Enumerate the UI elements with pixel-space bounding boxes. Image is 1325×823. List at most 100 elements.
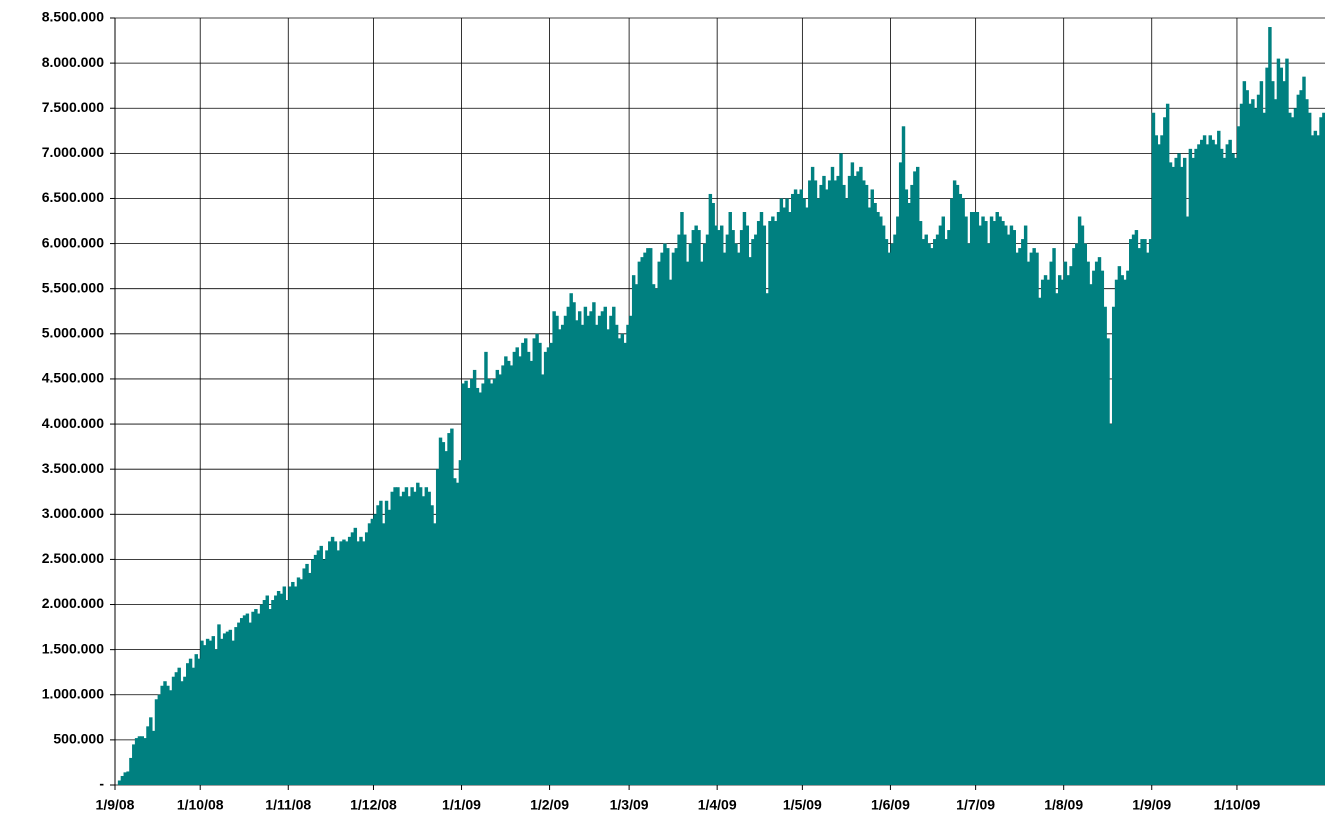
bar [478,392,483,785]
bar [1126,270,1130,785]
bar [541,374,545,785]
bar [370,518,375,785]
bar [884,239,889,785]
bar [844,198,849,785]
bar [1288,112,1292,785]
bar [879,216,883,786]
bar [421,496,426,785]
bar [827,180,832,785]
bar [1217,130,1221,785]
bar [751,239,755,785]
bar [1313,130,1318,785]
bar [1228,139,1232,786]
bar [742,212,747,786]
bar [472,369,477,785]
bar [802,198,806,785]
bar [234,627,238,785]
bar [438,437,443,785]
bar [629,315,633,785]
y-tick-label: 6.500.000 [42,189,104,205]
bar [839,153,843,786]
bar [614,324,619,785]
y-tick-label: 5.500.000 [42,279,104,295]
bar [1157,144,1161,785]
y-tick-label: 1.000.000 [42,685,104,701]
bar [1160,135,1164,785]
bar [870,189,874,786]
bar [1106,338,1110,785]
bar [1120,275,1124,785]
bar [575,320,579,785]
bar [1310,135,1315,785]
bar [671,252,676,786]
y-tick-label: 8.000.000 [42,54,104,70]
bar [504,356,508,785]
bar [773,221,778,785]
bar [1097,257,1102,785]
bar [651,284,656,785]
bar [788,212,792,786]
bar [501,365,505,785]
bar [126,771,130,785]
bar [745,225,750,785]
bar [424,487,429,785]
bar [257,613,261,785]
bar [907,202,911,785]
bar [768,221,772,785]
bar [705,234,710,786]
bar [1180,166,1184,785]
bar [171,676,176,785]
x-tick-label: 1/1/09 [442,797,481,813]
bar [191,667,196,785]
bar [242,615,247,785]
bar [563,315,568,785]
bars [117,27,1325,786]
bar [586,315,590,785]
bar [498,374,502,785]
y-tick-label: 1.500.000 [42,640,104,656]
bar [657,261,661,786]
x-tick-label: 1/7/09 [956,797,995,813]
x-tick-label: 1/12/08 [350,797,397,813]
y-tick-label: 8.500.000 [42,9,104,25]
x-tick-label: 1/10/08 [177,797,224,813]
bar [1256,94,1261,785]
bar [222,633,227,785]
bar [955,184,960,785]
bar [822,175,826,786]
x-tick-label: 1/3/09 [610,797,649,813]
bar [1236,126,1241,786]
bar [896,216,900,786]
bar [379,500,383,785]
bar [1072,248,1076,786]
bar [984,221,988,785]
bar [890,243,894,785]
bar [487,378,491,785]
bar [935,234,940,786]
bar [367,523,372,785]
bar [634,284,639,785]
bar [1137,248,1141,786]
bar [964,216,968,786]
bar [592,302,596,785]
bar [444,451,448,785]
bar [1279,67,1283,786]
bar [464,380,468,785]
y-tick-label: 2.500.000 [42,550,104,566]
bar [259,604,264,785]
bar [862,180,866,785]
bar [1296,94,1301,785]
bar [1271,81,1275,786]
bar [986,243,991,785]
bar [1305,99,1309,785]
bar [1066,275,1070,785]
bar [825,189,829,786]
bar [1154,135,1159,785]
bar [197,658,201,785]
bar [441,442,446,785]
bar [864,184,869,785]
bar [950,198,954,785]
bar [805,207,809,785]
bar [489,383,494,785]
bar [532,338,536,785]
